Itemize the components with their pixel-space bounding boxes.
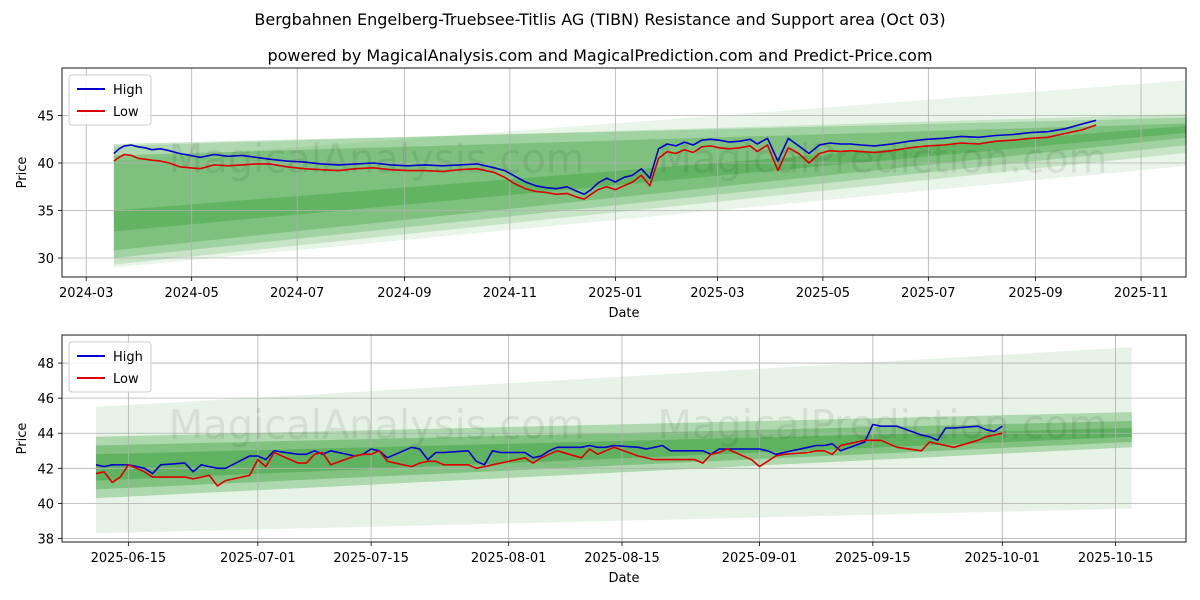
series-line-high — [113, 119, 1097, 196]
support-resistance-band — [113, 113, 1186, 265]
x-tick-label: 2024-03 — [59, 286, 113, 301]
x-tick-label: 2025-09-15 — [835, 551, 911, 566]
y-tick-label: 45 — [37, 110, 54, 125]
x-tick-label: 2025-03 — [690, 286, 744, 301]
y-tick-label: 44 — [37, 427, 54, 442]
legend-label-high: High — [113, 350, 143, 365]
y-axis-label: Price — [15, 423, 30, 455]
watermark: MagicalAnalysis.com MagicalPrediction.com — [169, 137, 1108, 183]
legend-label-low: Low — [113, 105, 139, 120]
x-axis-label: Date — [608, 306, 639, 321]
chart-subtitle: powered by MagicalAnalysis.com and Magic… — [267, 46, 933, 65]
series-line-low — [113, 124, 1097, 200]
y-tick-label: 42 — [37, 462, 54, 477]
y-tick-label: 40 — [37, 497, 54, 512]
watermark-left: MagicalAnalysis.com — [169, 137, 585, 183]
x-tick-label: 2024-05 — [165, 286, 219, 301]
x-tick-label: 2024-09 — [377, 286, 431, 301]
watermark-left: MagicalAnalysis.com — [169, 403, 585, 449]
support-resistance-band — [113, 80, 1186, 268]
legend-label-low: Low — [113, 372, 139, 387]
axes-frame — [61, 67, 1187, 278]
y-tick-label: 48 — [37, 357, 54, 372]
x-tick-label: 2025-06-15 — [91, 551, 167, 566]
axes-frame — [61, 334, 1187, 543]
y-tick-label: 40 — [37, 157, 54, 172]
watermark-right: MagicalPrediction.com — [658, 137, 1108, 183]
series-group — [113, 119, 1097, 200]
x-axis-label: Date — [608, 571, 639, 586]
x-tick-label: 2025-05 — [796, 286, 850, 301]
legend-box — [68, 74, 152, 126]
chart-title: Bergbahnen Engelberg-Truebsee-Titlis AG … — [254, 10, 946, 29]
chart-panel-1: 2024-03 2024-05 2024-07 2024-09 2024-11 2025-… — [15, 67, 1187, 321]
y-tick-label: 46 — [37, 392, 54, 407]
y-tick-label: 30 — [37, 252, 54, 267]
y-axis-label: Price — [15, 157, 30, 189]
x-tick-label: 2024-11 — [483, 286, 537, 301]
x-tick-label: 2024-07 — [270, 286, 324, 301]
x-tick-label: 2025-11 — [1114, 286, 1168, 301]
y-tick-label: 35 — [37, 205, 54, 220]
x-tick-label: 2025-07-01 — [220, 551, 296, 566]
series-line-low — [95, 432, 1003, 487]
support-resistance-band — [113, 123, 1186, 251]
chart-panel-2: 2025-06-15 2025-07-01 2025-07-15 2025-08-01… — [15, 334, 1187, 586]
legend-box — [68, 341, 152, 393]
series-group — [95, 423, 1003, 487]
x-tick-label: 2025-10-15 — [1078, 551, 1154, 566]
x-tick-label: 2025-07 — [901, 286, 955, 301]
x-tick-label: 2025-08-01 — [471, 551, 547, 566]
x-tick-label: 2025-07-15 — [333, 551, 409, 566]
x-tick-label: 2025-08-15 — [584, 551, 660, 566]
legend-label-high: High — [113, 83, 143, 98]
series-line-high — [95, 423, 1003, 475]
x-tick-label: 2025-09-01 — [722, 551, 798, 566]
x-tick-label: 2025-09 — [1008, 286, 1062, 301]
support-resistance-band — [113, 117, 1186, 258]
y-tick-label: 38 — [37, 532, 54, 547]
x-tick-label: 2025-01 — [588, 286, 642, 301]
x-tick-label: 2025-10-01 — [965, 551, 1041, 566]
